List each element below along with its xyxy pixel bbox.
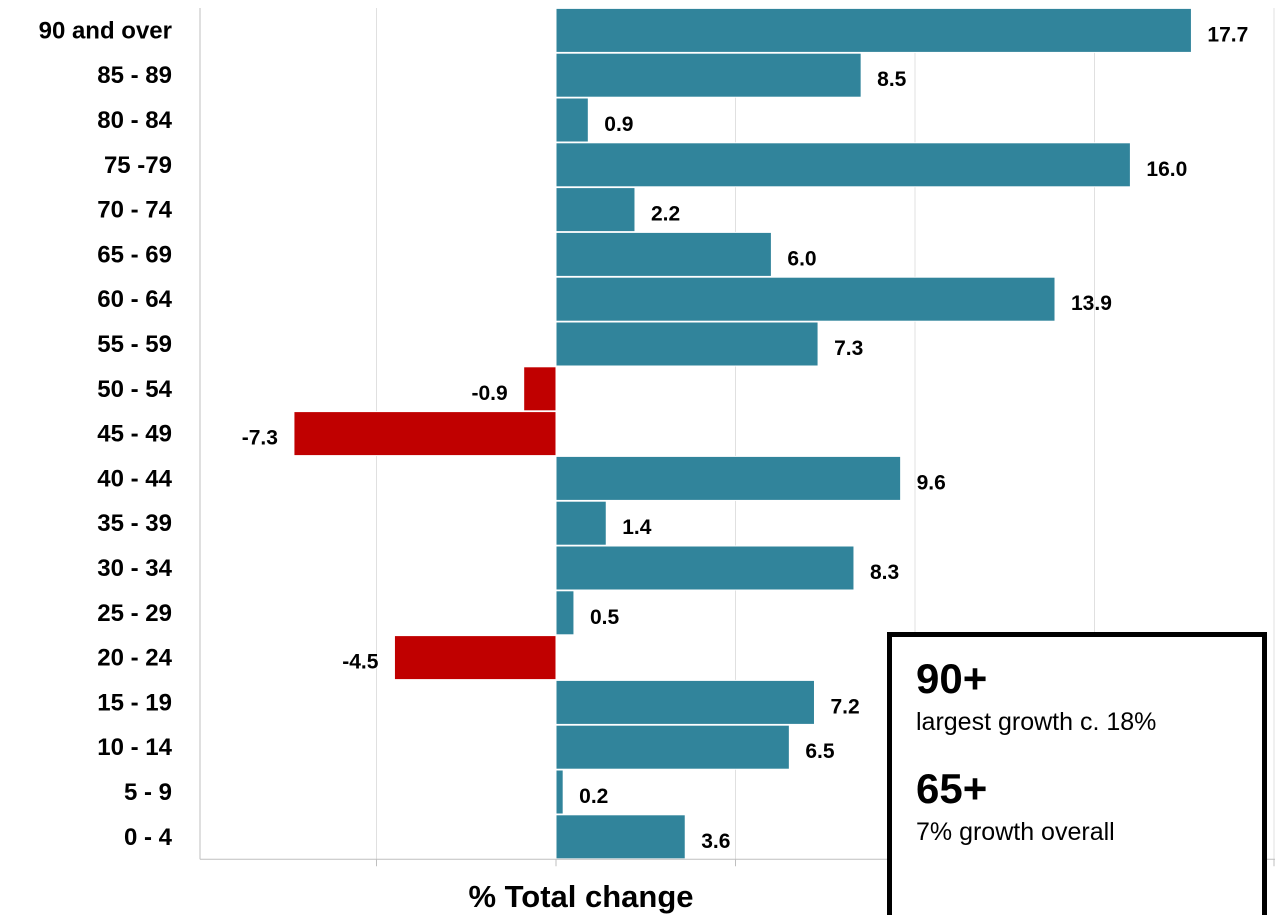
category-label: 55 - 59 [97, 331, 172, 358]
bar [555, 545, 855, 591]
callout-headline-2: 65+ [916, 765, 988, 812]
bar [393, 635, 557, 681]
bar [555, 142, 1131, 188]
value-label: 7.3 [834, 337, 863, 360]
category-label: 65 - 69 [97, 241, 172, 268]
bar [555, 679, 815, 725]
value-label: 8.5 [877, 68, 907, 91]
value-label: 0.5 [590, 606, 620, 629]
value-label: 16.0 [1146, 158, 1187, 181]
value-label: 2.2 [651, 203, 680, 226]
category-label: 15 - 19 [97, 689, 172, 716]
category-label: 85 - 89 [97, 62, 172, 89]
bar [555, 724, 790, 770]
bar [555, 97, 589, 143]
bar [555, 455, 902, 501]
bars [293, 7, 1192, 860]
category-label: 60 - 64 [97, 286, 172, 313]
category-label: 5 - 9 [124, 779, 172, 806]
callout-text-1: largest growth c. 18% [916, 708, 1157, 736]
category-label: 20 - 24 [97, 645, 172, 672]
value-label: 0.2 [579, 785, 608, 808]
category-label: 25 - 29 [97, 600, 172, 627]
value-label: -4.5 [342, 651, 379, 674]
category-label: 90 and over [39, 17, 172, 44]
value-label: 3.6 [701, 830, 730, 853]
value-label: 0.9 [604, 113, 633, 136]
value-label: -0.9 [472, 382, 508, 405]
category-label: 50 - 54 [97, 376, 172, 403]
category-label: 75 -79 [104, 152, 172, 179]
category-labels: 90 and over 85 - 89 80 - 84 75 -79 70 - 74 65… [39, 17, 173, 850]
callout-headline-1: 90+ [916, 655, 988, 702]
bar [293, 411, 557, 457]
value-label: 13.9 [1071, 292, 1112, 315]
value-label: 17.7 [1207, 23, 1248, 46]
value-labels: 17.7 8.5 0.9 16.0 2.2 6.0 13.9 7.3 -0.9 -7.3 9.6 1.… [242, 23, 1249, 852]
bar [555, 7, 1192, 53]
category-label: 80 - 84 [97, 107, 172, 134]
bar [555, 769, 564, 815]
bar [523, 366, 557, 412]
bar [555, 590, 575, 636]
value-label: 7.2 [830, 695, 859, 718]
callout-text-2: 7% growth overall [916, 818, 1115, 846]
summary-callout-box: 90+ largest growth c. 18% 65+ 7% growth … [887, 632, 1267, 915]
value-label: -7.3 [242, 427, 278, 450]
bar [555, 321, 819, 367]
bar [555, 276, 1056, 322]
value-label: 8.3 [870, 561, 899, 584]
value-label: 6.5 [805, 740, 835, 763]
category-label: 40 - 44 [97, 465, 172, 492]
category-label: 70 - 74 [97, 197, 172, 224]
bar [555, 500, 607, 546]
bar [555, 52, 862, 98]
category-label: 45 - 49 [97, 421, 172, 448]
bar [555, 231, 772, 277]
category-label: 30 - 34 [97, 555, 172, 582]
bar [555, 814, 686, 860]
category-label: 10 - 14 [97, 734, 172, 761]
value-label: 9.6 [917, 471, 946, 494]
category-label: 0 - 4 [124, 824, 173, 851]
value-label: 6.0 [787, 247, 816, 270]
x-axis-label: % Total change [468, 879, 693, 914]
category-label: 35 - 39 [97, 510, 172, 537]
bar [555, 187, 636, 233]
value-label: 1.4 [622, 516, 652, 539]
